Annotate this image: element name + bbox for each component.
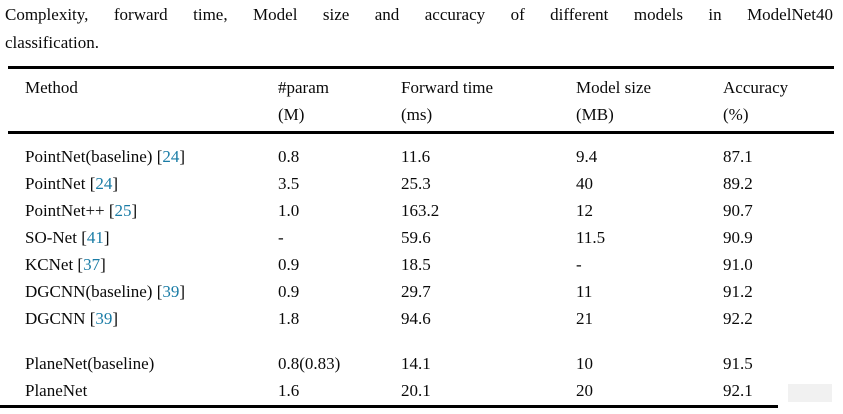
table-row: SO-Net [41] - 59.6 11.5 90.9	[0, 224, 843, 251]
column-header-method: Method	[25, 74, 278, 128]
column-header-accuracy: Accuracy (%)	[723, 74, 843, 128]
column-label: Forward time	[401, 78, 494, 97]
table-row: KCNet [37] 0.9 18.5 - 91.0	[0, 251, 843, 278]
param-cell: 3.5	[278, 174, 300, 193]
method-cell: PointNet [24]	[25, 174, 119, 193]
method-name: PointNet(baseline)	[25, 147, 153, 166]
accuracy-cell: 90.9	[723, 228, 753, 247]
table-caption-line1: Complexity, forward time, Model size and…	[5, 5, 833, 24]
column-unit: (ms)	[401, 105, 433, 124]
method-cell: SO-Net [41]	[25, 228, 110, 247]
accuracy-cell: 89.2	[723, 174, 753, 193]
column-label: #param	[278, 78, 329, 97]
method-name: KCNet	[25, 255, 74, 274]
method-cell: PointNet++ [25]	[25, 201, 138, 220]
citation-link[interactable]: 39	[95, 309, 113, 328]
method-name: DGCNN	[25, 309, 86, 328]
model-size-cell: 21	[576, 309, 593, 328]
method-cell: PlaneNet(baseline)	[25, 350, 278, 377]
table-row: PointNet++ [25] 1.0 163.2 12 90.7	[0, 197, 843, 224]
model-size-cell: 12	[576, 201, 593, 220]
param-cell: 0.8(0.83)	[278, 354, 341, 373]
accuracy-cell: 90.7	[723, 201, 753, 220]
param-cell: 1.8	[278, 309, 300, 328]
table-row: PlaneNet(baseline) 0.8(0.83) 14.1 10 91.5	[0, 350, 843, 377]
forward-time-cell: 20.1	[401, 381, 431, 400]
table-row: DGCNN [39] 1.8 94.6 21 92.2	[0, 305, 843, 332]
model-size-cell: -	[576, 255, 582, 274]
forward-time-cell: 163.2	[401, 201, 440, 220]
table-top-rule	[8, 66, 834, 69]
param-cell: 1.0	[278, 201, 300, 220]
method-name: PlaneNet(baseline)	[25, 354, 155, 373]
scan-artifact	[788, 384, 832, 402]
method-name: PointNet	[25, 174, 86, 193]
forward-time-cell: 25.3	[401, 174, 431, 193]
model-size-cell: 20	[576, 381, 593, 400]
citation-link[interactable]: 24	[162, 147, 180, 166]
column-label: Model size	[576, 78, 652, 97]
model-size-cell: 9.4	[576, 147, 598, 166]
column-header-param: #param (M)	[278, 74, 401, 128]
group-spacer	[0, 332, 843, 350]
column-header-model-size: Model size (MB)	[576, 74, 723, 128]
citation-link[interactable]: 24	[95, 174, 113, 193]
accuracy-cell: 91.5	[723, 354, 753, 373]
param-cell: -	[278, 228, 284, 247]
citation-link[interactable]: 39	[162, 282, 180, 301]
method-name: DGCNN(baseline)	[25, 282, 153, 301]
table-header-row: Method #param (M) Forward time (ms) Mode…	[0, 74, 843, 128]
accuracy-cell: 91.2	[723, 282, 753, 301]
param-cell: 0.9	[278, 282, 300, 301]
method-cell: DGCNN(baseline) [39]	[25, 282, 186, 301]
forward-time-cell: 11.6	[401, 147, 431, 166]
accuracy-cell: 92.1	[723, 381, 753, 400]
column-unit: (M)	[278, 105, 305, 124]
forward-time-cell: 14.1	[401, 354, 431, 373]
method-cell: PointNet(baseline) [24]	[25, 147, 186, 166]
column-label: Method	[25, 78, 78, 97]
accuracy-cell: 92.2	[723, 309, 753, 328]
param-cell: 0.9	[278, 255, 300, 274]
forward-time-cell: 59.6	[401, 228, 431, 247]
table-caption-line2: classification.	[5, 33, 99, 52]
forward-time-cell: 29.7	[401, 282, 431, 301]
citation-link[interactable]: 25	[114, 201, 132, 220]
model-size-cell: 40	[576, 174, 593, 193]
method-name: PlaneNet	[25, 381, 88, 400]
table-bottom-rule	[0, 405, 778, 408]
table-header-rule	[8, 131, 834, 134]
citation-link[interactable]: 37	[83, 255, 101, 274]
column-unit: (%)	[723, 105, 749, 124]
method-cell: PlaneNet	[25, 377, 278, 404]
method-cell: KCNet [37]	[25, 255, 106, 274]
column-label: Accuracy	[723, 78, 789, 97]
table-body: PointNet(baseline) [24] 0.8 11.6 9.4 87.1 Poi…	[0, 143, 843, 404]
model-size-cell: 10	[576, 354, 593, 373]
param-cell: 0.8	[278, 147, 300, 166]
method-cell: DGCNN [39]	[25, 309, 119, 328]
model-size-cell: 11	[576, 282, 593, 301]
param-cell: 1.6	[278, 381, 300, 400]
table-row: PointNet [24] 3.5 25.3 40 89.2	[0, 170, 843, 197]
citation-link[interactable]: 41	[86, 228, 104, 247]
accuracy-cell: 91.0	[723, 255, 753, 274]
method-name: SO-Net	[25, 228, 77, 247]
table-row: PointNet(baseline) [24] 0.8 11.6 9.4 87.1	[0, 143, 843, 170]
forward-time-cell: 94.6	[401, 309, 431, 328]
model-size-cell: 11.5	[576, 228, 606, 247]
forward-time-cell: 18.5	[401, 255, 431, 274]
accuracy-cell: 87.1	[723, 147, 753, 166]
method-name: PointNet++	[25, 201, 105, 220]
table-row: DGCNN(baseline) [39] 0.9 29.7 11 91.2	[0, 278, 843, 305]
column-unit: (MB)	[576, 105, 614, 124]
table-caption: Complexity, forward time, Model size and…	[5, 1, 833, 57]
column-header-forward-time: Forward time (ms)	[401, 74, 576, 128]
table-row: PlaneNet 1.6 20.1 20 92.1	[0, 377, 843, 404]
